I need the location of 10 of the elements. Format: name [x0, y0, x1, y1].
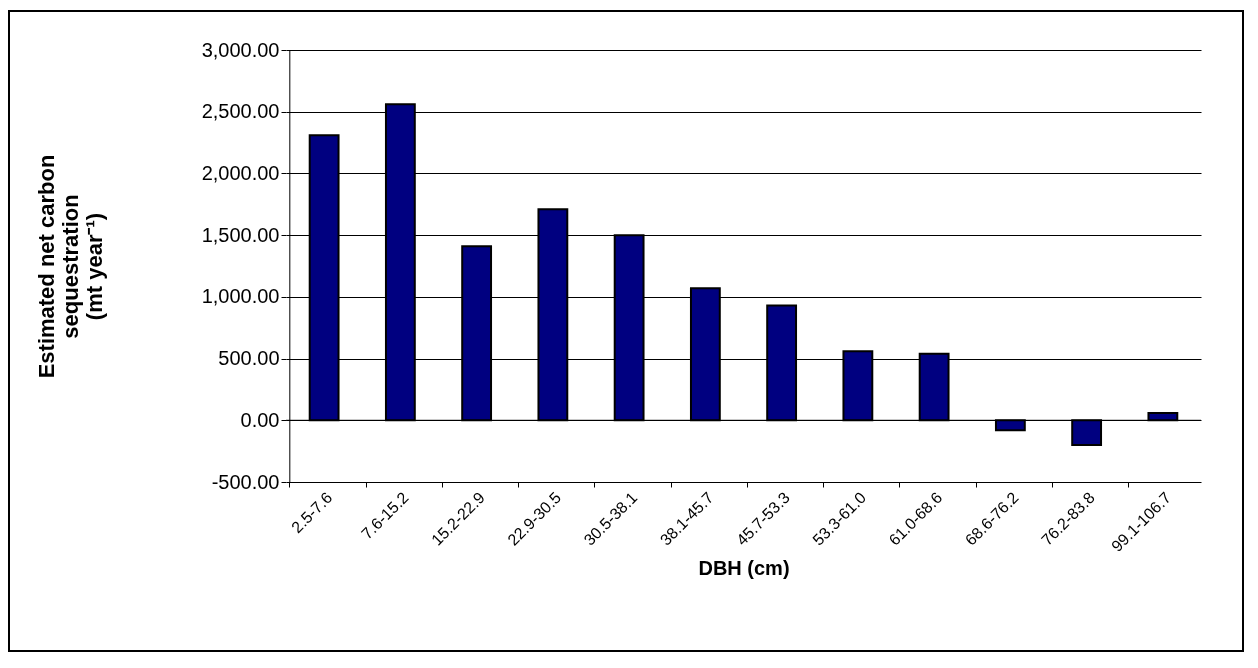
y-tick-label: 1,500.00: [201, 223, 280, 246]
y-tick-label: 1,000.00: [201, 285, 280, 308]
x-axis-title: DBH (cm): [698, 556, 790, 579]
y-tick-label: 0.00: [240, 408, 280, 431]
y-axis-title: Estimated net carbon sequestration (mt year⁻¹): [33, 154, 107, 379]
y-tick-label: 3,000.00: [201, 38, 280, 61]
y-tick-label: 2,000.00: [201, 161, 280, 184]
y-tick-label: 500.00: [218, 347, 280, 370]
y-tick-label: 2,500.00: [201, 100, 280, 123]
y-tick-label: -500.00: [211, 470, 280, 493]
